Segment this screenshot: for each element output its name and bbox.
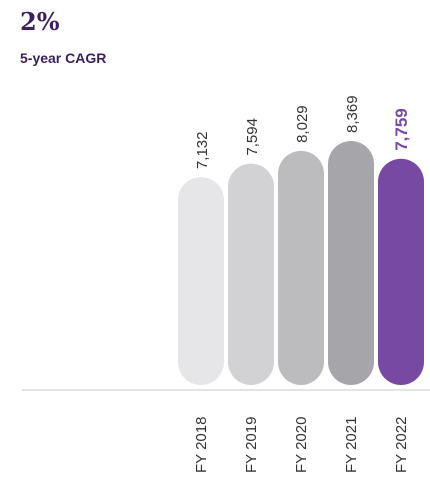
category-label: FY 2022: [393, 417, 410, 473]
category-label: FY 2020: [293, 417, 310, 473]
value-label: 8,369: [344, 95, 361, 133]
cagr-label: 5-year CAGR: [20, 50, 107, 66]
category-label: FY 2019: [243, 417, 260, 473]
bar-fy-2021: [328, 141, 374, 385]
value-label: 8,029: [294, 105, 311, 143]
value-label: 7,132: [194, 132, 211, 170]
value-label: 7,759: [392, 108, 411, 151]
category-label: FY 2021: [343, 417, 360, 473]
bar-fy-2020: [278, 150, 324, 385]
bar-fy-2019: [228, 163, 274, 385]
bar-fy-2022: [378, 158, 424, 385]
category-label: FY 2018: [193, 417, 210, 473]
value-label: 7,594: [244, 118, 261, 156]
cagr-value: 2%: [20, 7, 60, 36]
bar-fy-2018: [178, 177, 224, 385]
